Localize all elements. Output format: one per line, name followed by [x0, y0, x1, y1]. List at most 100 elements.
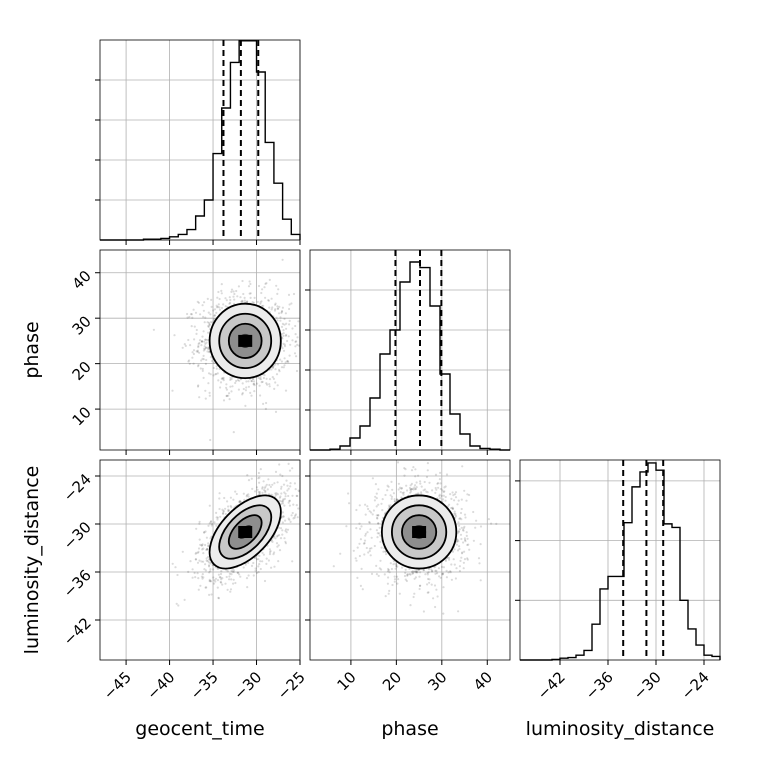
scatter-point	[414, 570, 417, 573]
scatter-point	[252, 377, 255, 381]
scatter-point	[230, 290, 233, 293]
scatter-point	[206, 297, 209, 300]
scatter-point	[296, 343, 299, 346]
scatter-point	[207, 372, 211, 375]
scatter-point	[219, 381, 223, 384]
scatter-point	[454, 491, 458, 494]
scatter-point	[230, 578, 233, 581]
scatter-point	[264, 296, 267, 299]
scatter-point	[495, 522, 498, 526]
scatter-point	[457, 610, 460, 613]
scatter-point	[232, 498, 235, 501]
scatter-point	[196, 349, 199, 352]
scatter-point	[435, 569, 438, 573]
scatter-point	[210, 520, 213, 523]
scatter-point	[217, 597, 220, 600]
scatter-point	[451, 506, 454, 509]
scatter-point	[450, 506, 453, 510]
scatter-point	[255, 486, 259, 489]
scatter-point	[376, 536, 379, 539]
scatter-point	[229, 378, 232, 381]
scatter-point	[267, 478, 270, 481]
scatter-point	[195, 527, 198, 530]
scatter-point	[398, 592, 401, 595]
scatter-point	[212, 568, 215, 571]
scatter-point	[458, 528, 461, 531]
scatter-point	[183, 598, 186, 602]
scatter-point	[415, 486, 418, 489]
scatter-point	[437, 567, 440, 570]
scatter-point	[453, 493, 457, 496]
scatter-point	[416, 492, 419, 495]
scatter-point	[405, 484, 408, 487]
scatter-point	[296, 336, 299, 339]
scatter-point	[210, 524, 213, 527]
scatter-point	[203, 568, 206, 571]
scatter-point	[191, 576, 194, 579]
scatter-point	[205, 559, 208, 562]
scatter-point	[218, 306, 221, 309]
scatter-point	[439, 482, 442, 485]
scatter-point	[196, 385, 200, 388]
scatter-point	[417, 474, 420, 477]
scatter-point	[364, 532, 367, 535]
scatter-point	[434, 605, 437, 609]
scatter-point	[332, 565, 335, 568]
scatter-point	[284, 389, 288, 392]
scatter-point	[191, 568, 194, 571]
scatter-point	[428, 481, 431, 484]
scatter-point	[467, 543, 470, 546]
scatter-point	[426, 469, 429, 472]
scatter-point	[209, 562, 212, 565]
scatter-point	[250, 564, 254, 568]
scatter-point	[253, 384, 256, 387]
scatter-point	[258, 476, 261, 479]
scatter-point	[208, 323, 211, 326]
scatter-point	[358, 542, 361, 545]
scatter-point	[206, 548, 209, 551]
scatter-point	[445, 473, 449, 476]
scatter-point	[239, 499, 242, 503]
scatter-point	[479, 579, 482, 582]
scatter-point	[468, 548, 471, 551]
scatter-point	[453, 499, 456, 502]
scatter-point	[286, 360, 289, 363]
histogram-panel-phase	[305, 249, 511, 455]
scatter-point	[234, 381, 237, 385]
scatter-point	[389, 504, 392, 507]
scatter-point	[197, 301, 200, 304]
scatter-point	[236, 571, 239, 574]
scatter-point	[388, 589, 391, 593]
scatter-point	[431, 489, 434, 492]
scatter-point	[296, 494, 299, 498]
scatter-point	[207, 564, 211, 567]
scatter-point	[419, 571, 422, 574]
scatter-point	[447, 571, 450, 574]
scatter-point	[449, 570, 452, 573]
scatter-point	[294, 488, 297, 491]
scatter-point	[281, 502, 285, 505]
scatter-point	[286, 359, 289, 363]
scatter-point	[418, 584, 422, 587]
scatter-point	[195, 328, 198, 332]
scatter-point	[460, 518, 463, 521]
scatter-point	[225, 388, 228, 391]
scatter-point	[207, 311, 210, 314]
scatter-point	[354, 557, 357, 560]
scatter-point	[215, 516, 218, 519]
scatter-point	[457, 521, 460, 524]
scatter-point	[442, 586, 445, 589]
scatter-point	[206, 560, 209, 563]
scatter-point	[204, 569, 207, 572]
scatter-point	[245, 494, 249, 497]
scatter-point	[222, 509, 225, 512]
scatter-point	[435, 588, 438, 591]
scatter-point	[184, 344, 187, 347]
scatter-point	[216, 372, 219, 375]
scatter-point	[415, 571, 418, 574]
scatter-point	[375, 514, 378, 517]
scatter-point	[192, 352, 195, 356]
scatter-point	[229, 298, 232, 302]
scatter-point	[218, 492, 221, 495]
scatter-point	[375, 573, 378, 576]
